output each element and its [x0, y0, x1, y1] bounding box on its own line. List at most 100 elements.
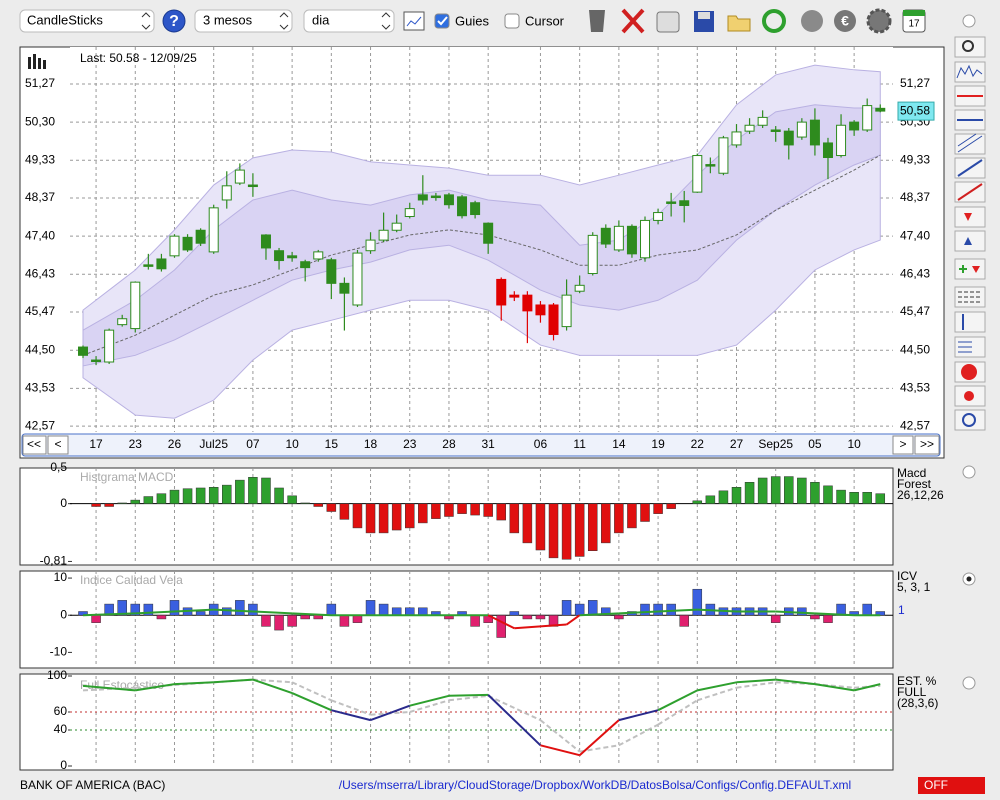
- bar: [797, 477, 807, 504]
- legend-line: 5, 3, 1: [897, 580, 931, 594]
- select-arrows: [141, 12, 151, 30]
- last-button[interactable]: [914, 435, 940, 455]
- settings-button[interactable]: [866, 8, 892, 34]
- zoom-tool[interactable]: [954, 36, 986, 58]
- bar: [91, 614, 101, 623]
- icon-glyph: [956, 64, 983, 79]
- stochastic-line-segment: [540, 744, 580, 757]
- first-button[interactable]: [22, 435, 47, 455]
- panel-title: Histgrama MACD: [80, 470, 174, 484]
- stochastic-line-segment: [814, 683, 855, 689]
- stochastic-line-segment: [736, 678, 776, 684]
- bar: [117, 600, 127, 616]
- bar: [784, 476, 794, 504]
- radio-macd[interactable]: [962, 465, 976, 479]
- icv-line-segment: [252, 610, 293, 615]
- candle-body: [836, 124, 847, 157]
- guides-checkbox[interactable]: [434, 13, 450, 29]
- bar: [261, 477, 271, 504]
- bar: [195, 487, 206, 504]
- bar: [496, 503, 506, 521]
- bar: [444, 503, 454, 517]
- bar: [326, 603, 337, 616]
- bar: [313, 503, 324, 507]
- config-path[interactable]: /Users/mserra/Library/CloudStorage/Dropb…: [339, 778, 851, 792]
- icv-line-segment: [82, 612, 136, 617]
- state-label: OFF: [924, 778, 948, 792]
- candle-body: [849, 121, 860, 131]
- bar: [457, 503, 467, 514]
- legend-line: ICV: [897, 569, 917, 583]
- chart-settings-button[interactable]: [403, 11, 425, 31]
- y-tick-label-right: 44,50: [900, 342, 930, 356]
- bar: [679, 614, 689, 627]
- bar: [797, 607, 807, 616]
- bar: [235, 600, 245, 616]
- cursor-checkbox[interactable]: [504, 13, 520, 29]
- x-tick-label: 10: [847, 437, 861, 451]
- state-badge: [918, 777, 985, 794]
- currency-button[interactable]: [834, 10, 856, 32]
- bar: [405, 503, 415, 529]
- bar: [862, 492, 872, 504]
- radio-main[interactable]: [962, 14, 976, 28]
- sync-tool[interactable]: [954, 409, 986, 431]
- candle-body: [822, 142, 833, 159]
- bar: [561, 600, 572, 616]
- bar: [169, 600, 180, 616]
- bar: [496, 614, 506, 638]
- icv-line-segment: [697, 608, 737, 613]
- bar: [627, 503, 637, 529]
- icv-line-segment: [579, 612, 619, 617]
- chart-type-select[interactable]: [19, 9, 155, 33]
- candle-body: [457, 196, 468, 217]
- bar: [365, 600, 376, 616]
- last-price-tag: [897, 101, 935, 121]
- period-select[interactable]: [194, 9, 293, 33]
- signals-tool[interactable]: [954, 258, 986, 280]
- bar: [757, 477, 768, 504]
- candle-body: [640, 219, 651, 259]
- bar: [169, 489, 180, 504]
- candle-body: [352, 252, 363, 306]
- x-tick-label: 19: [651, 437, 665, 451]
- back-button[interactable]: [801, 10, 823, 32]
- interval-select[interactable]: [303, 9, 395, 33]
- legend-line: Forest: [897, 477, 932, 491]
- bar: [130, 499, 141, 504]
- candle-body: [679, 200, 690, 206]
- candle-body: [195, 229, 206, 244]
- bar: [666, 603, 676, 616]
- help-button[interactable]: [162, 9, 186, 33]
- icon-glyph: [33, 54, 36, 69]
- next-button[interactable]: [892, 435, 914, 455]
- icon-glyph: [962, 40, 974, 52]
- y-tick-label-right: 46,43: [900, 266, 930, 280]
- candle-body: [404, 208, 415, 217]
- legend-line: FULL: [897, 685, 927, 699]
- delete-button[interactable]: [589, 10, 605, 32]
- y-tick-label-left: 43,53: [25, 381, 55, 395]
- range-tool[interactable]: [954, 311, 986, 333]
- stochastic-line-segment: [291, 692, 332, 712]
- bar: [535, 614, 546, 620]
- export-button[interactable]: [656, 11, 680, 33]
- icon-glyph: [962, 413, 976, 427]
- x-tick-label: 10: [285, 437, 299, 451]
- prev-button[interactable]: [47, 435, 69, 455]
- indicator-tool[interactable]: [954, 61, 986, 83]
- bar: [130, 603, 141, 616]
- stochastic-line-segment: [448, 693, 489, 697]
- icon-glyph: [957, 183, 983, 201]
- bar: [470, 614, 480, 627]
- open-button[interactable]: [727, 15, 751, 32]
- bar: [535, 503, 546, 551]
- icon-glyph: [957, 133, 983, 153]
- clear-button[interactable]: [621, 8, 645, 34]
- icv-line-segment: [814, 612, 855, 617]
- x-tick-label: Sep25: [758, 437, 793, 451]
- refresh-button[interactable]: [762, 9, 786, 33]
- radio-stochastic[interactable]: [962, 676, 976, 690]
- x-tick-label: 18: [364, 437, 378, 451]
